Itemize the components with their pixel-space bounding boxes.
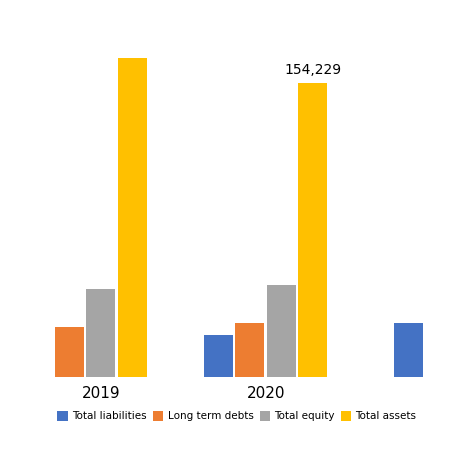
- Bar: [118, 58, 147, 376]
- Bar: [204, 335, 233, 376]
- Text: 154,229: 154,229: [284, 64, 341, 77]
- Legend: Total liabilities, Long term debts, Total equity, Total assets: Total liabilities, Long term debts, Tota…: [53, 407, 421, 426]
- Bar: [236, 323, 264, 376]
- Bar: [267, 285, 296, 376]
- Bar: [394, 323, 423, 376]
- Bar: [86, 289, 116, 376]
- Bar: [299, 83, 328, 376]
- Bar: [55, 327, 84, 376]
